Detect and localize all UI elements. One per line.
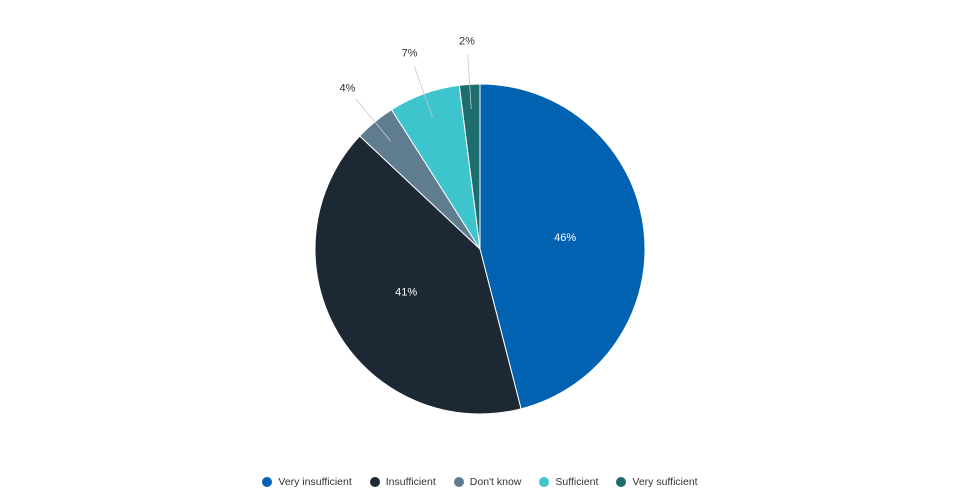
pie-chart: 46% 41% 4% 7% 2% [314,35,646,415]
leader-line-don-t-know [355,98,391,142]
leader-line-sufficient [413,65,433,118]
slice-label-very-sufficient: 2% [459,35,475,47]
legend-label: Very sufficient [632,476,698,488]
legend-swatch [616,477,627,487]
slice-label-don-t-know: 4% [340,83,356,95]
legend-label: Don't know [469,476,522,488]
legend-swatch [262,477,273,487]
slice-label-insufficient: 41% [395,287,417,299]
chart-legend: Very insufficient Insufficient Don't know S… [0,472,960,492]
legend-item-very-insufficient[interactable]: Very insufficient [262,476,352,488]
legend-label: Very insufficient [278,476,352,488]
legend-swatch [369,477,380,487]
pie-slice-very-insufficient[interactable] [479,83,646,410]
legend-label: Insufficient [385,476,436,488]
slice-label-very-insufficient: 46% [554,232,576,244]
legend-item-don-t-know[interactable]: Don't know [453,476,522,488]
legend-swatch [453,477,464,487]
pie-slice-insufficient[interactable] [314,135,522,415]
legend-item-very-sufficient[interactable]: Very sufficient [616,476,698,488]
slice-label-sufficient: 7% [402,47,418,59]
legend-item-insufficient[interactable]: Insufficient [369,476,436,488]
legend-item-sufficient[interactable]: Sufficient [539,476,598,488]
legend-swatch [539,477,550,487]
legend-label: Sufficient [555,476,599,488]
leader-line-very-sufficient [467,54,472,110]
pie-chart-svg: 46% 41% 4% 7% 2% [314,35,646,415]
